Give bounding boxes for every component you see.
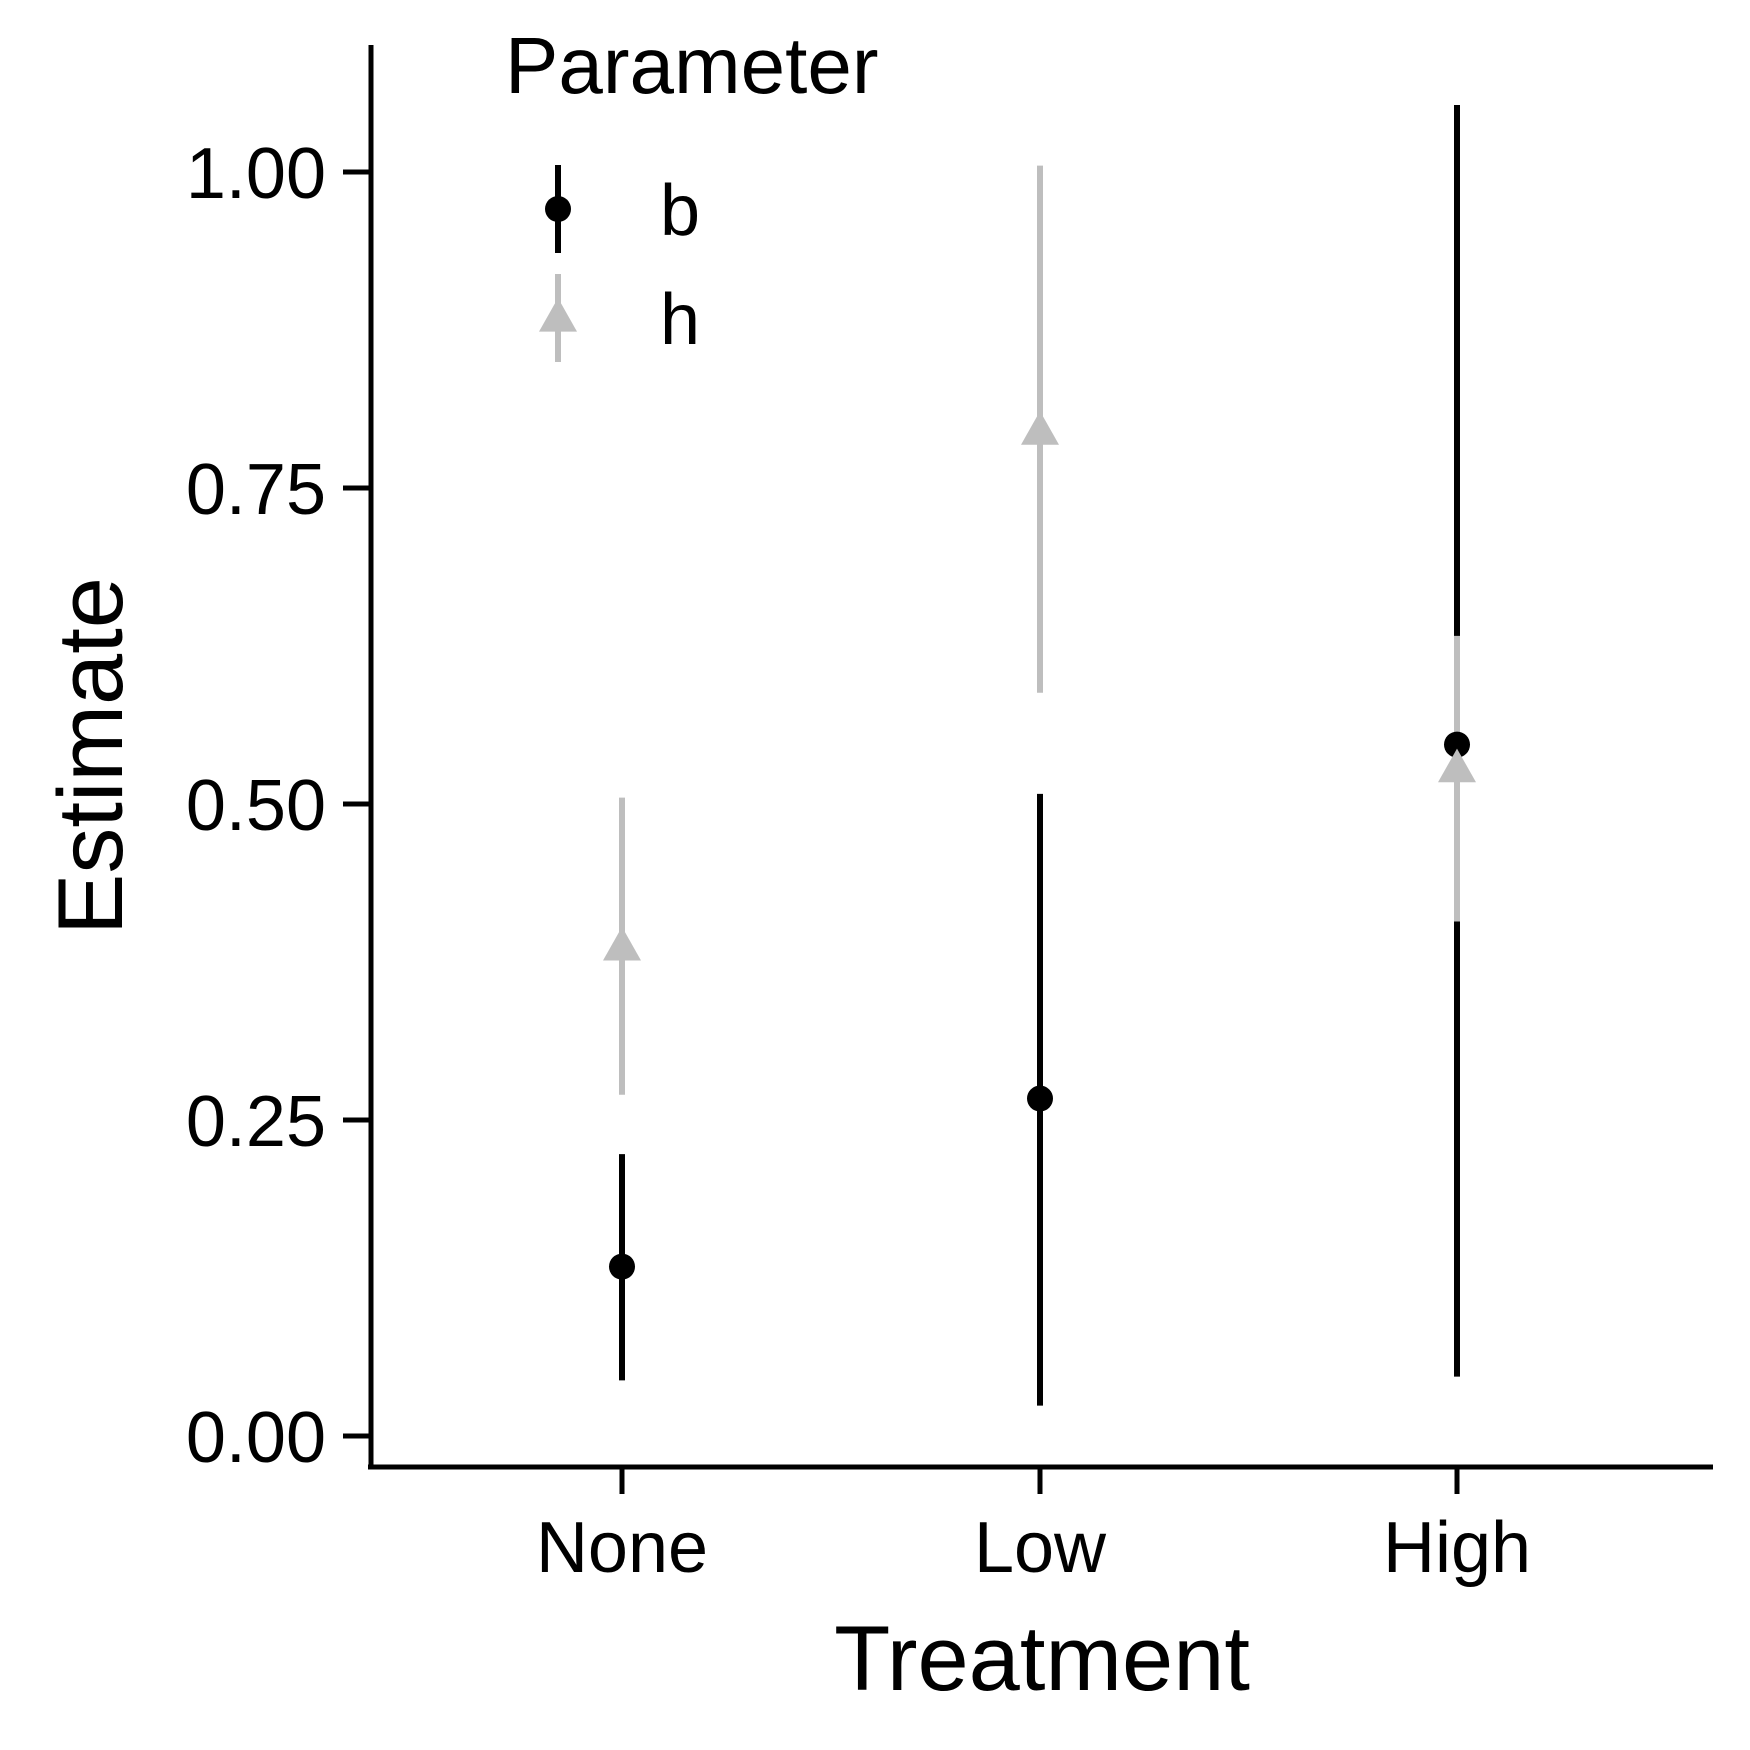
plot-area	[603, 105, 1476, 1406]
y-tick-label: 0.75	[186, 450, 326, 530]
legend-key-marker-b	[545, 196, 571, 222]
x-tick-label: None	[536, 1508, 708, 1588]
y-tick-label: 1.00	[186, 134, 326, 214]
legend-label-h: h	[660, 280, 700, 360]
point-b-low	[1027, 1085, 1053, 1112]
y-axis-title: Estimate	[40, 577, 142, 935]
x-tick-label: Low	[974, 1508, 1107, 1588]
point-b-high	[1444, 731, 1470, 758]
legend-key-marker-h	[539, 298, 577, 332]
legend-title: Parameter	[505, 21, 878, 110]
ticks: 0.00 0.25 0.50 0.75 1.00 None Low High	[186, 134, 1531, 1588]
y-tick-label: 0.50	[186, 766, 326, 846]
legend: Parameter bh	[505, 21, 878, 362]
y-tick-label: 0.25	[186, 1082, 326, 1162]
legend-label-b: b	[660, 171, 700, 251]
point-h-none	[603, 926, 641, 961]
point-h-low	[1021, 411, 1059, 445]
x-tick-label: High	[1383, 1508, 1531, 1588]
y-tick-label: 0.00	[186, 1398, 326, 1478]
point-b-none	[609, 1253, 635, 1280]
point-h-high	[1438, 748, 1476, 783]
x-axis-title: Treatment	[834, 1608, 1250, 1710]
